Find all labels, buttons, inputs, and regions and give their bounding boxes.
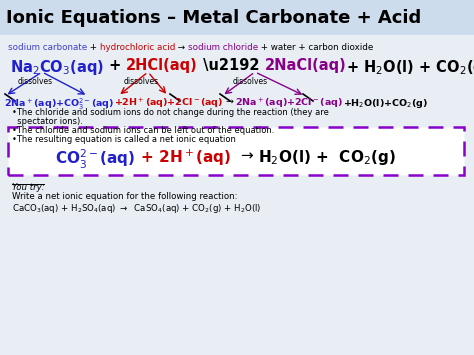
Text: +: + [104, 58, 126, 73]
Text: Na$_2$CO$_3$(aq): Na$_2$CO$_3$(aq) [10, 58, 104, 77]
Text: sodium chloride: sodium chloride [188, 43, 258, 52]
Text: + water + carbon dioxide: + water + carbon dioxide [258, 43, 374, 52]
Text: •The resulting equation is called a net ionic equation: •The resulting equation is called a net … [12, 135, 236, 144]
Text: $\rightarrow$: $\rightarrow$ [232, 148, 258, 163]
Text: + 2H$^+$(aq): + 2H$^+$(aq) [136, 148, 232, 168]
Text: spectator ions).: spectator ions). [12, 117, 83, 126]
Text: H$_2$O(l) +  CO$_2$(g): H$_2$O(l) + CO$_2$(g) [258, 148, 396, 167]
Text: Write a net ionic equation for the following reaction:: Write a net ionic equation for the follo… [12, 192, 237, 201]
Text: 2HCl(aq): 2HCl(aq) [126, 58, 198, 73]
Text: sodium carbonate: sodium carbonate [8, 43, 87, 52]
FancyBboxPatch shape [0, 0, 474, 35]
Text: +: + [87, 43, 100, 52]
Text: →: → [175, 43, 188, 52]
Text: •The chloride and sodium ions can be left out of the equation.: •The chloride and sodium ions can be lef… [12, 126, 274, 135]
Text: $\rightarrow$: $\rightarrow$ [224, 97, 235, 106]
Text: hydrochloric acid: hydrochloric acid [100, 43, 175, 52]
Text: •The chloride and sodium ions do not change during the reaction (they are: •The chloride and sodium ions do not cha… [12, 108, 329, 117]
Text: dissolves: dissolves [233, 76, 268, 86]
Text: 2Na$^+$(aq)+2Cl$^-$(aq): 2Na$^+$(aq)+2Cl$^-$(aq) [235, 97, 343, 111]
Text: +2H$^+$(aq)+2Cl$^-$(aq): +2H$^+$(aq)+2Cl$^-$(aq) [114, 97, 224, 111]
Text: CO$_3^{2-}$(aq): CO$_3^{2-}$(aq) [55, 148, 136, 171]
Text: 2Na$^+$(aq)+CO$_3^{2-}$(aq): 2Na$^+$(aq)+CO$_3^{2-}$(aq) [4, 97, 114, 112]
Text: You try:: You try: [12, 183, 45, 192]
Text: Ionic Equations – Metal Carbonate + Acid: Ionic Equations – Metal Carbonate + Acid [6, 9, 421, 27]
Text: dissolves: dissolves [18, 76, 53, 86]
Text: +H$_2$O(l)+CO$_2$(g): +H$_2$O(l)+CO$_2$(g) [343, 97, 428, 110]
FancyBboxPatch shape [8, 127, 464, 175]
Text: dissolves: dissolves [124, 76, 159, 86]
Text: \u2192: \u2192 [198, 58, 264, 73]
Text: CaCO$_3$(aq) + H$_2$SO$_4$(aq) $\rightarrow$  CaSO$_4$(aq) + CO$_2$(g) + H$_2$O(: CaCO$_3$(aq) + H$_2$SO$_4$(aq) $\rightar… [12, 202, 262, 215]
Text: + H$_2$O(l) + CO$_2$(g): + H$_2$O(l) + CO$_2$(g) [346, 58, 474, 77]
Text: 2NaCl(aq): 2NaCl(aq) [264, 58, 346, 73]
